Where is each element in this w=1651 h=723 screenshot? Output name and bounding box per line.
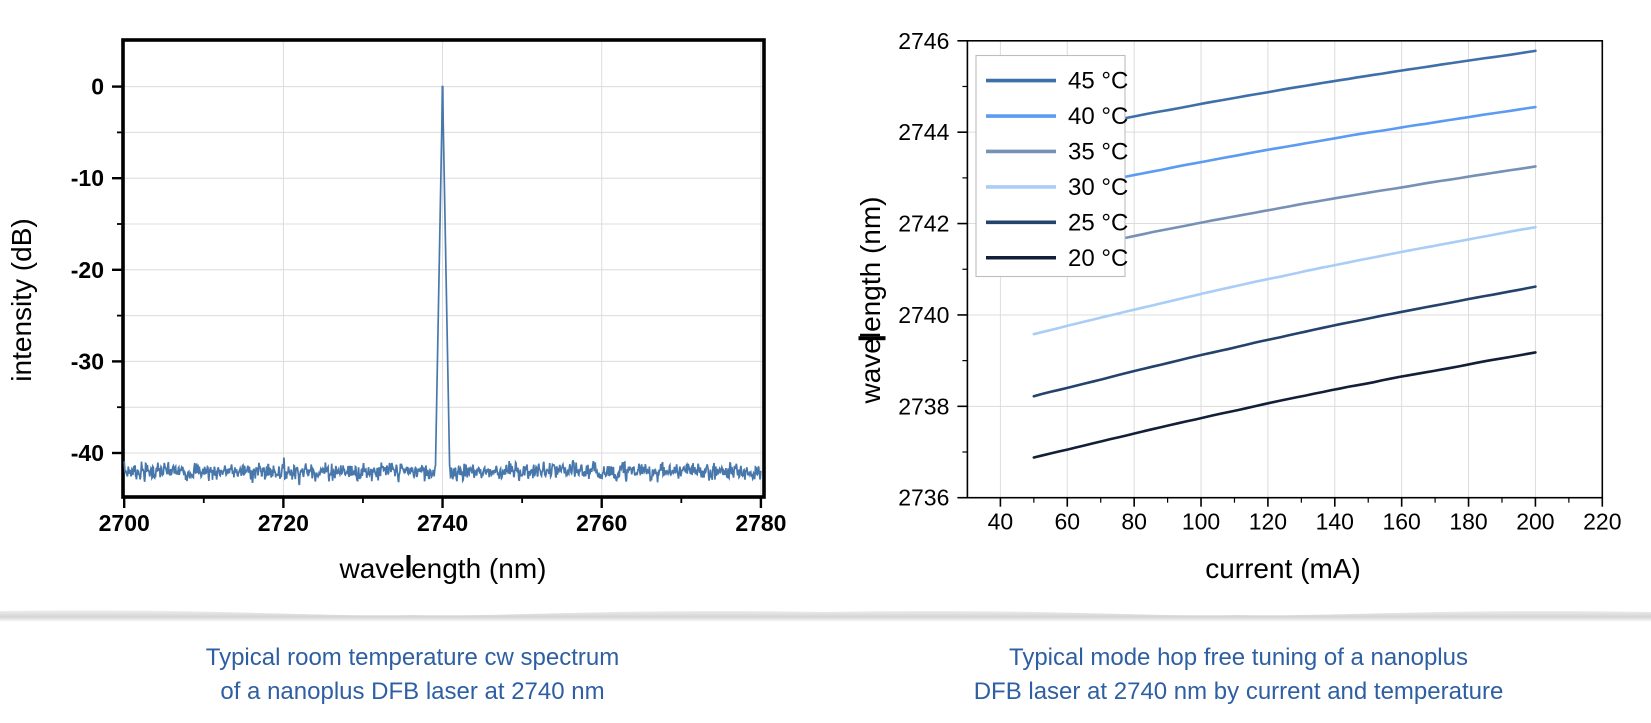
- svg-text:40 °C: 40 °C: [1068, 103, 1128, 130]
- svg-text:intensity (dB): intensity (dB): [6, 218, 37, 381]
- svg-text:100: 100: [1182, 509, 1220, 535]
- svg-text:wavelength (nm): wavelength (nm): [855, 197, 886, 405]
- svg-text:2742: 2742: [898, 211, 949, 237]
- svg-text:45 °C: 45 °C: [1068, 68, 1128, 95]
- svg-text:2740: 2740: [898, 302, 949, 328]
- svg-text:2760: 2760: [576, 510, 627, 536]
- svg-text:-20: -20: [71, 257, 104, 283]
- svg-text:current (mA): current (mA): [1205, 553, 1361, 584]
- svg-text:2738: 2738: [898, 393, 949, 419]
- svg-text:160: 160: [1382, 509, 1420, 535]
- svg-text:2780: 2780: [735, 510, 786, 536]
- svg-text:-30: -30: [71, 348, 104, 374]
- svg-text:2700: 2700: [99, 510, 150, 536]
- svg-text:2736: 2736: [898, 485, 949, 511]
- svg-text:30 °C: 30 °C: [1068, 174, 1128, 201]
- svg-text:-10: -10: [71, 165, 104, 191]
- svg-text:2740: 2740: [417, 510, 468, 536]
- svg-text:200: 200: [1516, 509, 1554, 535]
- svg-text:40: 40: [988, 509, 1014, 535]
- svg-text:2746: 2746: [898, 28, 949, 54]
- svg-text:2744: 2744: [898, 119, 949, 145]
- svg-text:2720: 2720: [258, 510, 309, 536]
- svg-text:220: 220: [1583, 509, 1621, 535]
- svg-text:-40: -40: [71, 440, 104, 466]
- svg-text:140: 140: [1316, 509, 1354, 535]
- svg-text:120: 120: [1249, 509, 1287, 535]
- svg-text:60: 60: [1054, 509, 1080, 535]
- svg-text:wavelength (nm): wavelength (nm): [339, 553, 547, 584]
- svg-text:25 °C: 25 °C: [1068, 209, 1128, 236]
- svg-text:80: 80: [1121, 509, 1147, 535]
- svg-text:180: 180: [1449, 509, 1487, 535]
- svg-text:0: 0: [91, 74, 104, 100]
- svg-text:20 °C: 20 °C: [1068, 245, 1128, 272]
- svg-text:35 °C: 35 °C: [1068, 138, 1128, 165]
